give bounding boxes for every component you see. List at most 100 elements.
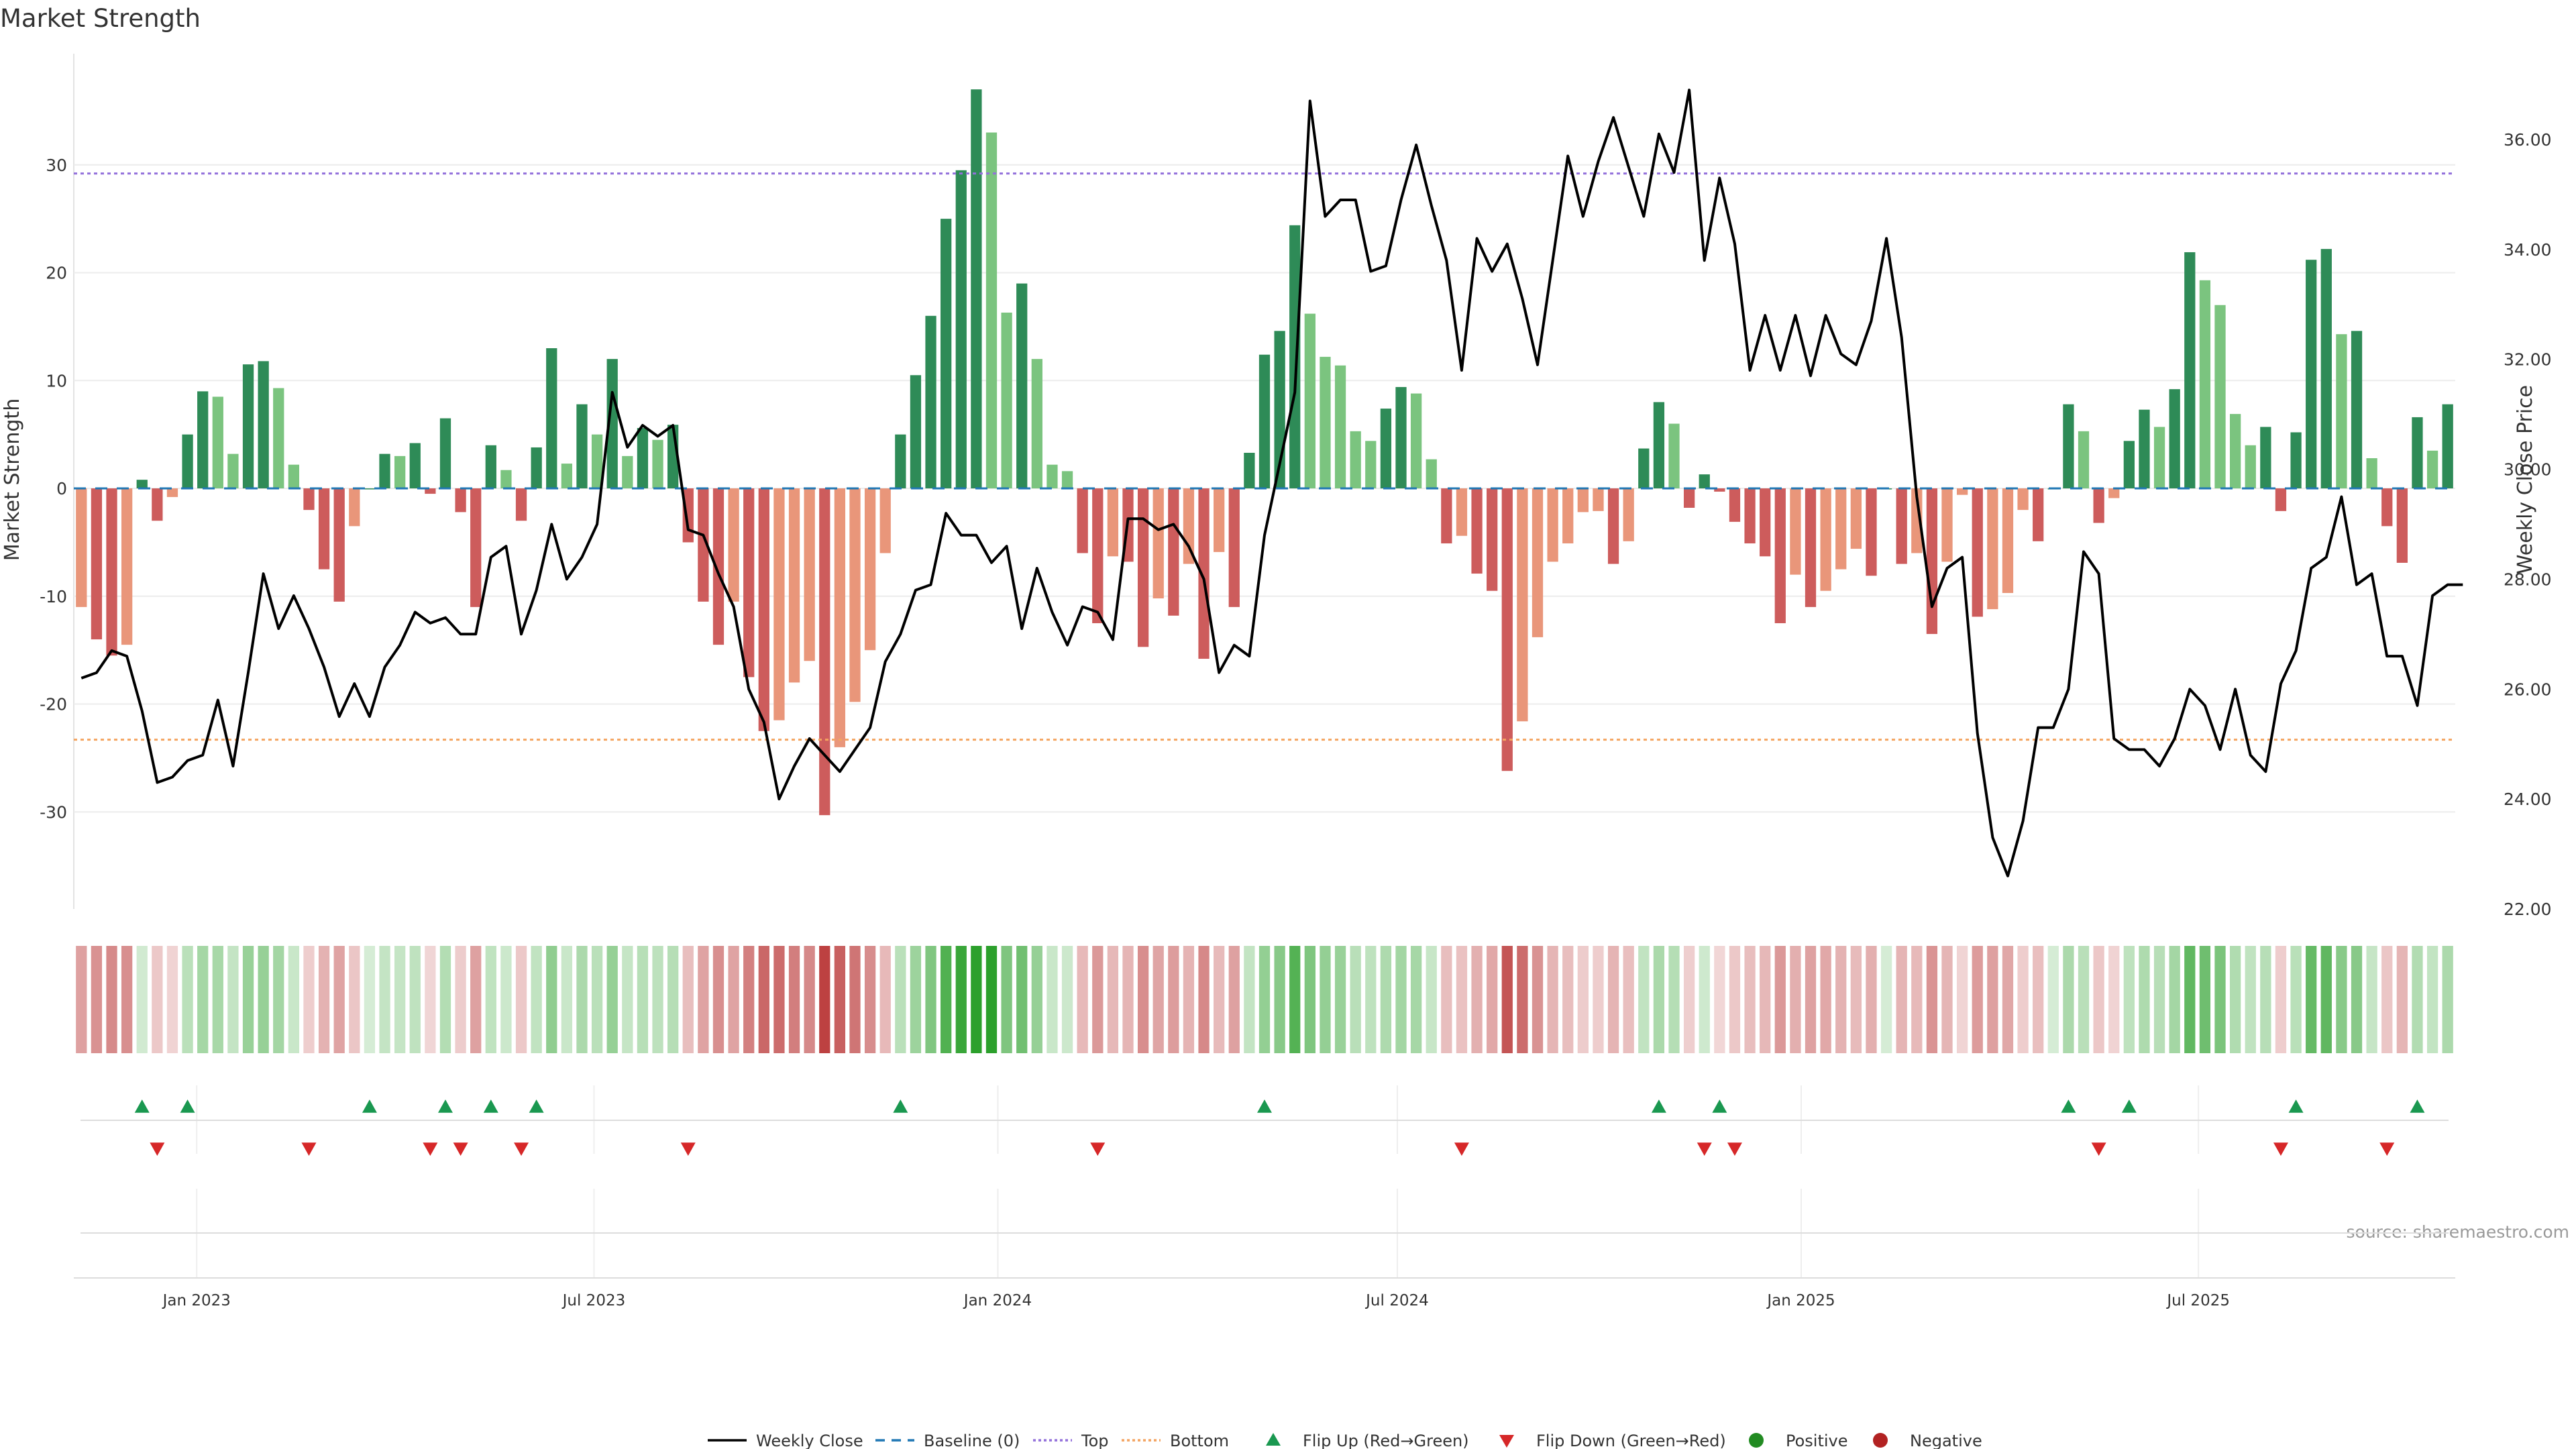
strength-bar bbox=[1699, 474, 1710, 489]
strength-bar bbox=[1198, 488, 1210, 659]
heat-cell bbox=[941, 946, 952, 1053]
heat-cell bbox=[212, 946, 223, 1053]
heat-cell bbox=[728, 946, 739, 1053]
heat-cell bbox=[1107, 946, 1119, 1053]
flip-down-marker bbox=[2379, 1142, 2395, 1156]
strength-bar bbox=[1638, 448, 1650, 489]
heat-cell bbox=[2275, 946, 2287, 1053]
heat-cell bbox=[1926, 946, 1938, 1053]
strength-bar bbox=[1031, 359, 1042, 489]
flip-up-marker bbox=[2061, 1099, 2076, 1113]
heat-cell bbox=[273, 946, 284, 1053]
strength-bar bbox=[1744, 488, 1756, 544]
legend-dot-icon bbox=[1749, 1433, 1764, 1448]
heat-cell bbox=[546, 946, 557, 1053]
strength-bar bbox=[1729, 488, 1741, 522]
strength-bar bbox=[758, 488, 769, 731]
heat-cell bbox=[1774, 946, 1786, 1053]
strength-bar bbox=[2017, 488, 2029, 511]
strength-bar bbox=[895, 434, 906, 489]
heat-cell bbox=[879, 946, 891, 1053]
heat-cell bbox=[2426, 946, 2438, 1053]
heat-cell bbox=[1304, 946, 1316, 1053]
heat-cell bbox=[1077, 946, 1088, 1053]
heat-cell bbox=[1941, 946, 1953, 1053]
heat-cell bbox=[2093, 946, 2104, 1053]
strength-bar bbox=[2123, 441, 2135, 489]
heat-cell bbox=[2184, 946, 2196, 1053]
heat-cell bbox=[1350, 946, 1361, 1053]
strength-heatmap-strip bbox=[76, 946, 2453, 1053]
heat-cell bbox=[788, 946, 800, 1053]
flip-up-marker bbox=[134, 1099, 150, 1113]
heat-cell bbox=[379, 946, 390, 1053]
flip-down-marker bbox=[1697, 1142, 1712, 1156]
flip-down-marker bbox=[2273, 1142, 2288, 1156]
flip-up-marker bbox=[483, 1099, 498, 1113]
heat-cell bbox=[2017, 946, 2029, 1053]
heat-cell bbox=[849, 946, 861, 1053]
heat-cell bbox=[106, 946, 117, 1053]
strength-bar bbox=[2245, 445, 2256, 489]
flip-up-marker bbox=[180, 1099, 195, 1113]
heat-cell bbox=[606, 946, 618, 1053]
legend-flip-down-icon bbox=[1499, 1435, 1514, 1448]
strength-bar bbox=[1077, 488, 1088, 553]
strength-bar bbox=[773, 488, 785, 720]
strength-bar bbox=[819, 488, 830, 816]
legend-label: Flip Up (Red→Green) bbox=[1303, 1432, 1469, 1449]
heat-cell bbox=[2245, 946, 2256, 1053]
strength-bar bbox=[1926, 488, 1938, 635]
heat-cell bbox=[1790, 946, 1801, 1053]
strength-bar bbox=[1183, 488, 1195, 564]
strength-bar bbox=[1790, 488, 1801, 575]
heat-cell bbox=[394, 946, 406, 1053]
heat-cell bbox=[2108, 946, 2120, 1053]
heat-cell bbox=[1001, 946, 1012, 1053]
strength-bar bbox=[698, 488, 709, 602]
strength-bar bbox=[1593, 488, 1604, 511]
left-tick-label: 20 bbox=[46, 264, 67, 283]
heat-cell bbox=[985, 946, 998, 1053]
heat-cell bbox=[515, 946, 527, 1053]
strength-bar bbox=[834, 488, 846, 747]
heat-cell bbox=[667, 946, 679, 1053]
heat-cell bbox=[1471, 946, 1483, 1053]
strength-bar bbox=[652, 439, 663, 489]
heat-cell bbox=[1501, 946, 1513, 1053]
legend-label: Bottom bbox=[1170, 1432, 1229, 1449]
right-tick-label: 34.00 bbox=[2504, 240, 2552, 260]
heat-cell bbox=[242, 946, 254, 1053]
heat-cell bbox=[1320, 946, 1331, 1053]
heat-cell bbox=[1137, 946, 1149, 1053]
heat-cell bbox=[1866, 946, 1877, 1053]
strength-bar bbox=[1092, 488, 1104, 623]
heat-cell bbox=[2351, 946, 2363, 1053]
strength-bar bbox=[788, 488, 800, 683]
strength-bar bbox=[288, 464, 300, 489]
heat-cell bbox=[1061, 946, 1073, 1053]
heat-cell bbox=[227, 946, 239, 1053]
heat-cell bbox=[2002, 946, 2014, 1053]
strength-bar bbox=[1471, 488, 1483, 574]
heat-cell bbox=[258, 946, 269, 1053]
heat-cell bbox=[1729, 946, 1741, 1053]
strength-bar bbox=[152, 488, 163, 521]
heat-cell bbox=[1668, 946, 1680, 1053]
flip-up-marker bbox=[2121, 1099, 2137, 1113]
strength-bar bbox=[470, 488, 482, 607]
strength-bar bbox=[2093, 488, 2104, 523]
strength-bar bbox=[1866, 488, 1877, 576]
strength-bar bbox=[1956, 488, 1968, 495]
heat-cell bbox=[409, 946, 421, 1053]
axis-labels: 30 20 10 0 -10 -20 -30 36.00 34.00 32.00 30.00 28.0… bbox=[40, 130, 2551, 1309]
flip-up-marker bbox=[437, 1099, 453, 1113]
right-tick-label: 22.00 bbox=[2504, 900, 2552, 919]
strength-bars bbox=[76, 89, 2453, 816]
strength-bar bbox=[1107, 488, 1119, 557]
strength-bar bbox=[1941, 488, 1953, 562]
strength-bar bbox=[1395, 386, 1407, 489]
heat-cell bbox=[1441, 946, 1452, 1053]
strength-bar bbox=[1426, 459, 1437, 489]
flip-down-marker bbox=[2091, 1142, 2106, 1156]
